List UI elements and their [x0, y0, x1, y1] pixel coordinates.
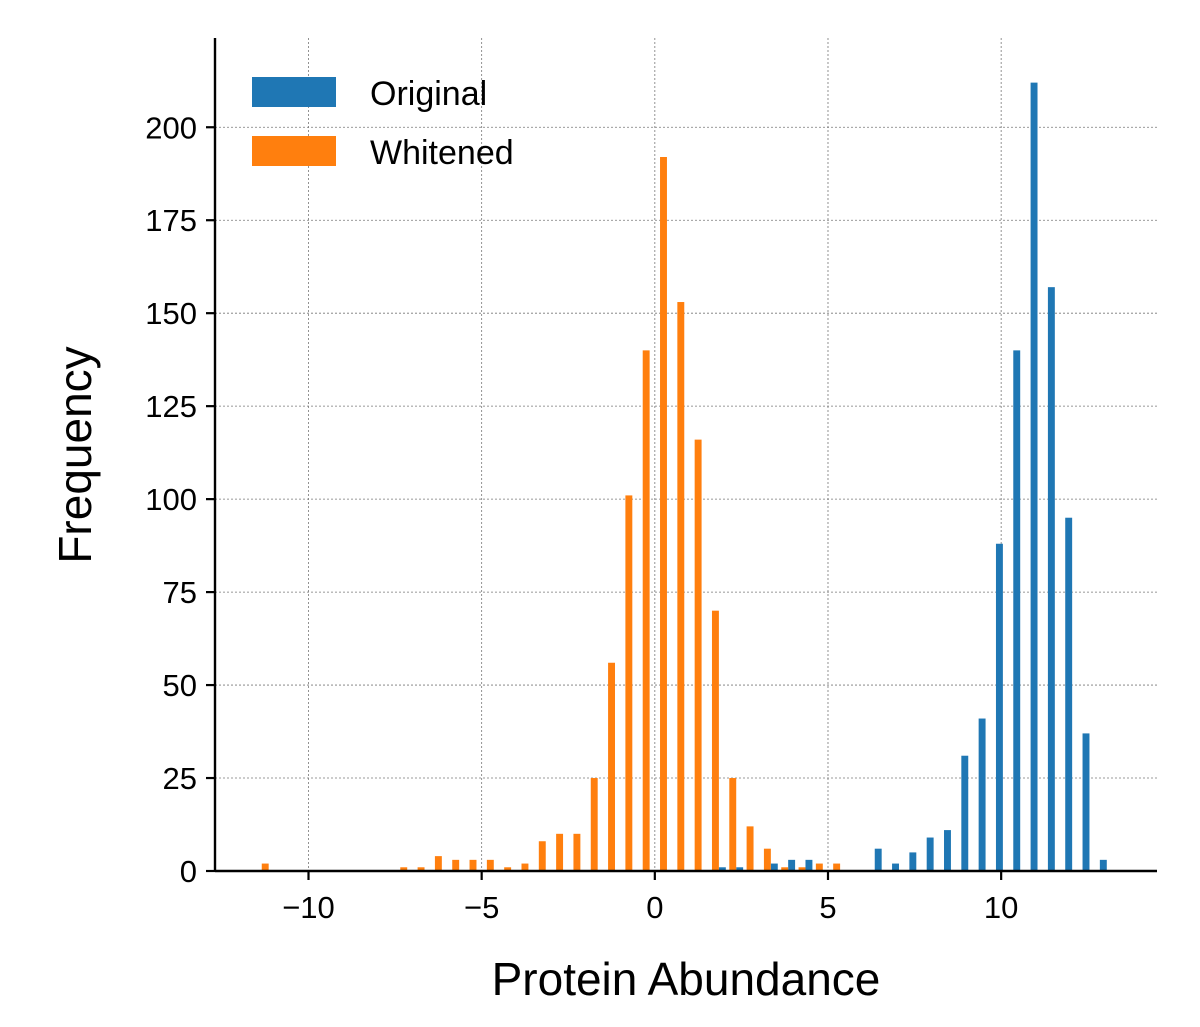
y-tick-label: 125: [145, 389, 197, 424]
bar-original: [978, 718, 986, 871]
bar-whitened: [573, 833, 581, 871]
bar-whitened: [452, 859, 460, 871]
y-tick-label: 50: [163, 668, 197, 703]
bar-original: [874, 848, 882, 871]
bar-whitened: [677, 302, 685, 871]
bar-original: [736, 867, 744, 871]
bar-original: [1065, 517, 1073, 871]
bar-whitened: [590, 778, 598, 871]
y-tick-label: 0: [180, 854, 197, 889]
bar-whitened: [417, 867, 425, 871]
y-tick-label: 150: [145, 296, 197, 331]
bar-whitened: [642, 350, 650, 871]
bar-whitened: [486, 859, 494, 871]
bar-original: [1030, 82, 1038, 871]
y-tick-label: 175: [145, 203, 197, 238]
bar-whitened: [781, 867, 789, 871]
bar-original: [944, 830, 951, 871]
bar-whitened: [608, 662, 616, 871]
bar-whitened: [434, 856, 442, 871]
bar-original: [770, 863, 778, 871]
bar-original: [909, 852, 917, 871]
bar-whitened: [660, 157, 667, 871]
bar-original: [788, 859, 796, 871]
bars: [261, 82, 1107, 871]
bar-original: [1013, 350, 1021, 871]
bar-whitened: [521, 863, 529, 871]
bar-whitened: [261, 863, 269, 871]
bar-original: [1099, 859, 1107, 871]
legend: Original Whitened: [252, 75, 514, 172]
legend-swatch-whitened: [252, 136, 336, 166]
y-tick-label: 25: [163, 761, 197, 796]
x-tick-label: −10: [282, 890, 335, 925]
x-tick-label: 0: [646, 890, 663, 925]
bar-whitened: [400, 867, 408, 871]
bar-whitened: [711, 610, 719, 871]
bar-whitened: [798, 867, 806, 871]
axes: [213, 38, 1157, 873]
legend-label-original: Original: [370, 75, 487, 113]
bar-whitened: [504, 867, 512, 871]
bar-original: [805, 859, 813, 871]
y-tick-label: 200: [145, 110, 197, 145]
legend-label-whitened: Whitened: [370, 134, 514, 172]
x-axis-label: Protein Abundance: [492, 953, 881, 1005]
bar-original: [1047, 287, 1055, 871]
y-tick-label: 75: [163, 575, 197, 610]
bar-whitened: [556, 833, 564, 871]
bar-original: [926, 837, 934, 871]
x-tick-label: 5: [819, 890, 836, 925]
x-tick-label: 10: [984, 890, 1018, 925]
bar-whitened: [694, 439, 702, 871]
y-axis-label: Frequency: [49, 346, 101, 563]
bar-whitened: [729, 778, 737, 871]
bar-whitened: [538, 841, 546, 871]
bar-original: [1082, 733, 1090, 871]
bar-whitened: [469, 859, 477, 871]
bar-original: [892, 863, 899, 871]
y-tick-label: 100: [145, 482, 197, 517]
legend-swatch-original: [252, 77, 336, 107]
bar-whitened: [815, 863, 823, 871]
bar-original: [995, 543, 1003, 871]
bar-original: [961, 755, 969, 871]
bar-original: [718, 867, 726, 871]
x-tick-label: −5: [464, 890, 499, 925]
bar-whitened: [763, 848, 771, 871]
bar-whitened: [833, 863, 841, 871]
bar-whitened: [746, 826, 754, 871]
bar-whitened: [625, 495, 633, 871]
